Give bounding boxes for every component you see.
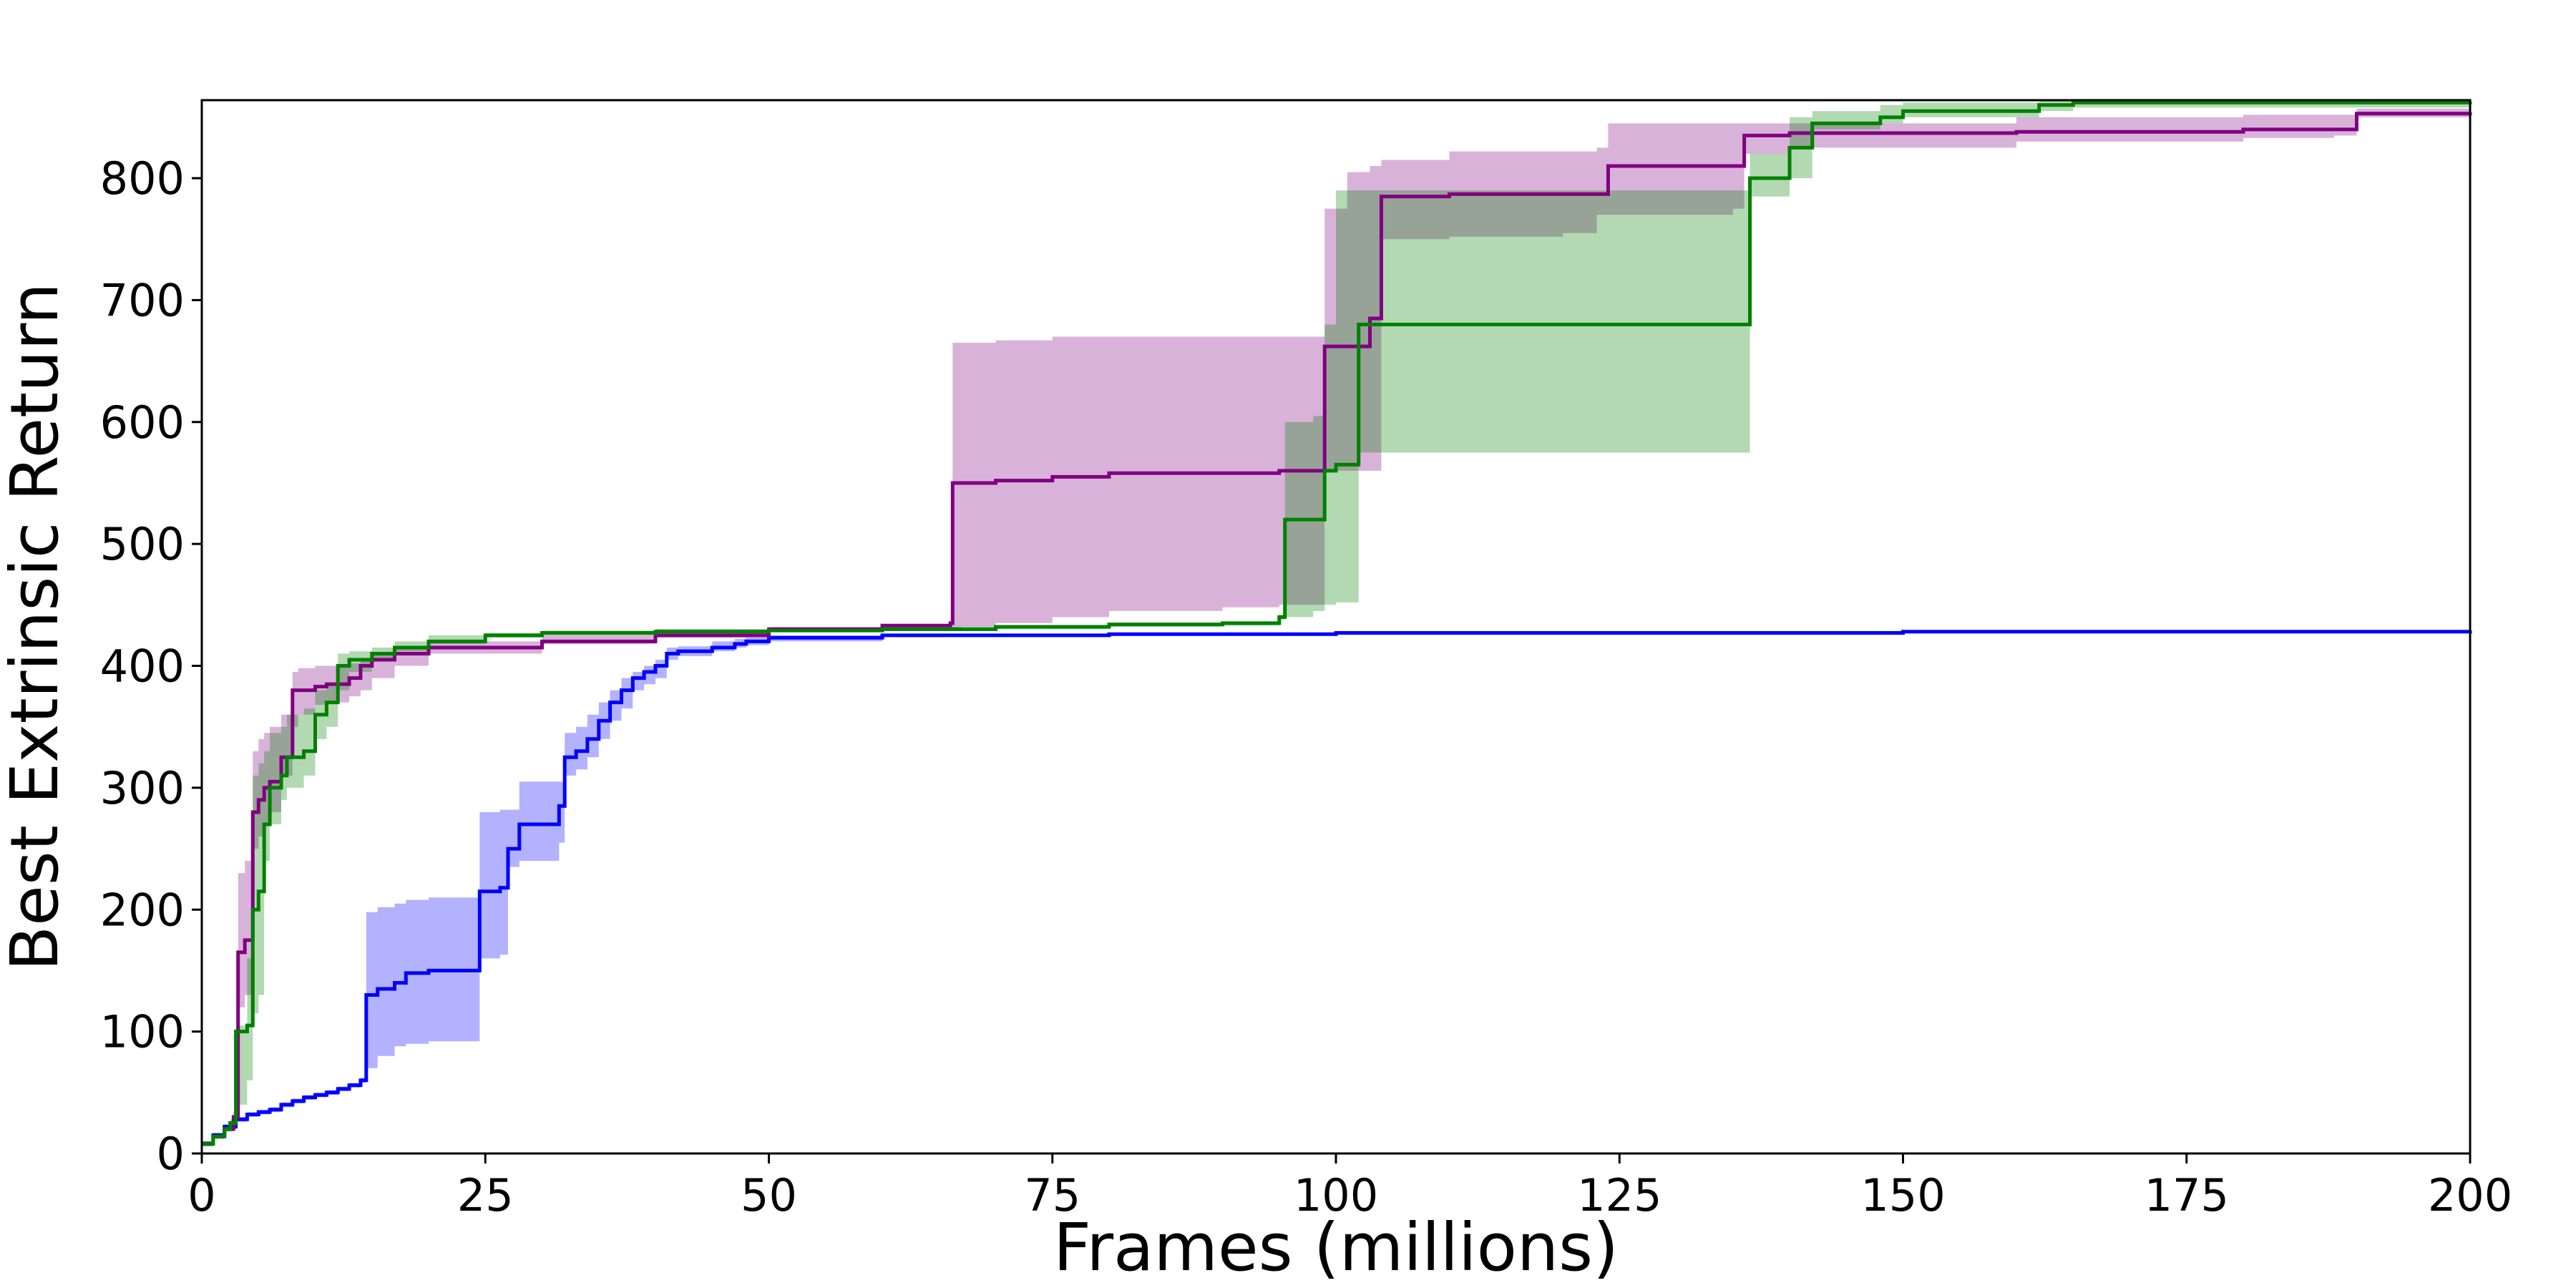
x-tick-label: 50 [741, 1169, 797, 1221]
series-2-band [202, 99, 2470, 1146]
x-tick-label: 100 [1294, 1169, 1378, 1221]
x-tick-label: 25 [457, 1169, 514, 1221]
y-tick-label: 700 [100, 274, 185, 326]
x-tick-label: 0 [187, 1169, 215, 1221]
x-tick-label: 125 [1577, 1169, 1662, 1221]
x-tick-label: 150 [1860, 1169, 1945, 1221]
series-1-band [202, 108, 2470, 1146]
series-0-band [202, 629, 2470, 1146]
y-tick-label: 300 [100, 762, 185, 814]
x-tick-label: 200 [2428, 1169, 2512, 1221]
x-axis-label: Frames (millions) [1053, 1209, 1619, 1286]
y-tick-label: 200 [100, 884, 185, 936]
x-axis-ticks: 0 25 50 75 100 125 150 175 200 [187, 1153, 2512, 1221]
x-tick-label: 175 [2145, 1169, 2229, 1221]
y-tick-label: 500 [100, 518, 185, 570]
series-lines [202, 100, 2472, 1146]
confidence-bands [202, 99, 2470, 1146]
y-tick-label: 600 [100, 396, 185, 449]
series-2-line [202, 100, 2472, 1146]
y-tick-label: 100 [100, 1006, 185, 1058]
y-tick-label: 0 [157, 1128, 185, 1180]
y-axis-ticks: 0 100 200 300 400 500 600 700 800 [100, 152, 202, 1180]
y-tick-label: 400 [100, 640, 185, 693]
y-axis-label: Best Extrinsic Return [0, 283, 73, 971]
x-tick-label: 75 [1024, 1169, 1080, 1221]
y-tick-label: 800 [100, 152, 185, 205]
series-0-line [202, 630, 2472, 1146]
